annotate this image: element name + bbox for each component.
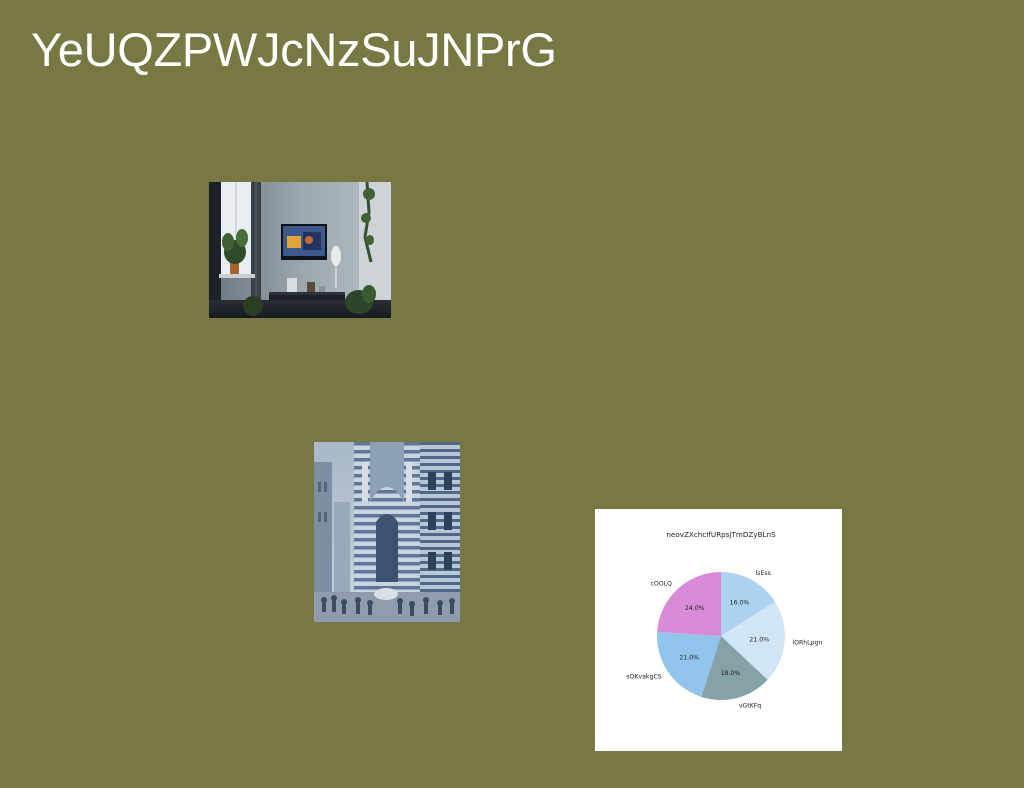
pie-slice-label: lORhLpgn [792, 640, 822, 647]
chart-title: neovZXchcIfURpsjTmDZyBLnS [666, 530, 776, 539]
pie-slice-label: sOKvakgCS [626, 673, 661, 680]
pie-chart-card: neovZXchcIfURpsjTmDZyBLnS 16.0% lsEss 21.0… [595, 509, 842, 751]
pie-slice-percent: 18.0% [721, 670, 741, 677]
pie-slice-lsEss [721, 572, 776, 636]
living-room-photo [209, 182, 391, 318]
pie-slices: 16.0% lsEss 21.0% lORhLpgn 18.0% vGtKFq 21.0% s… [626, 570, 822, 709]
pie-slice-cOOLQ [657, 572, 721, 636]
page-title: YeUQZPWJcNzSuJNPrG [31, 23, 557, 76]
pie-slice-vGtKFq [701, 636, 768, 700]
pie-slice-label: vGtKFq [739, 702, 761, 709]
pie-slice-percent: 21.0% [679, 655, 699, 662]
pie-slice-percent: 21.0% [749, 637, 769, 644]
pie-slice-lORhLpgn [721, 601, 785, 680]
cathedral-street-photo [314, 442, 460, 622]
pie-slice-percent: 24.0% [685, 605, 705, 612]
pie-slice-label: cOOLQ [650, 581, 672, 588]
pie-chart: neovZXchcIfURpsjTmDZyBLnS 16.0% lsEss 21.0… [626, 530, 822, 709]
pie-slice-sOKvakgCS [657, 631, 721, 697]
pie-slice-label: lsEss [756, 570, 771, 577]
pie-slice-percent: 16.0% [730, 599, 750, 606]
